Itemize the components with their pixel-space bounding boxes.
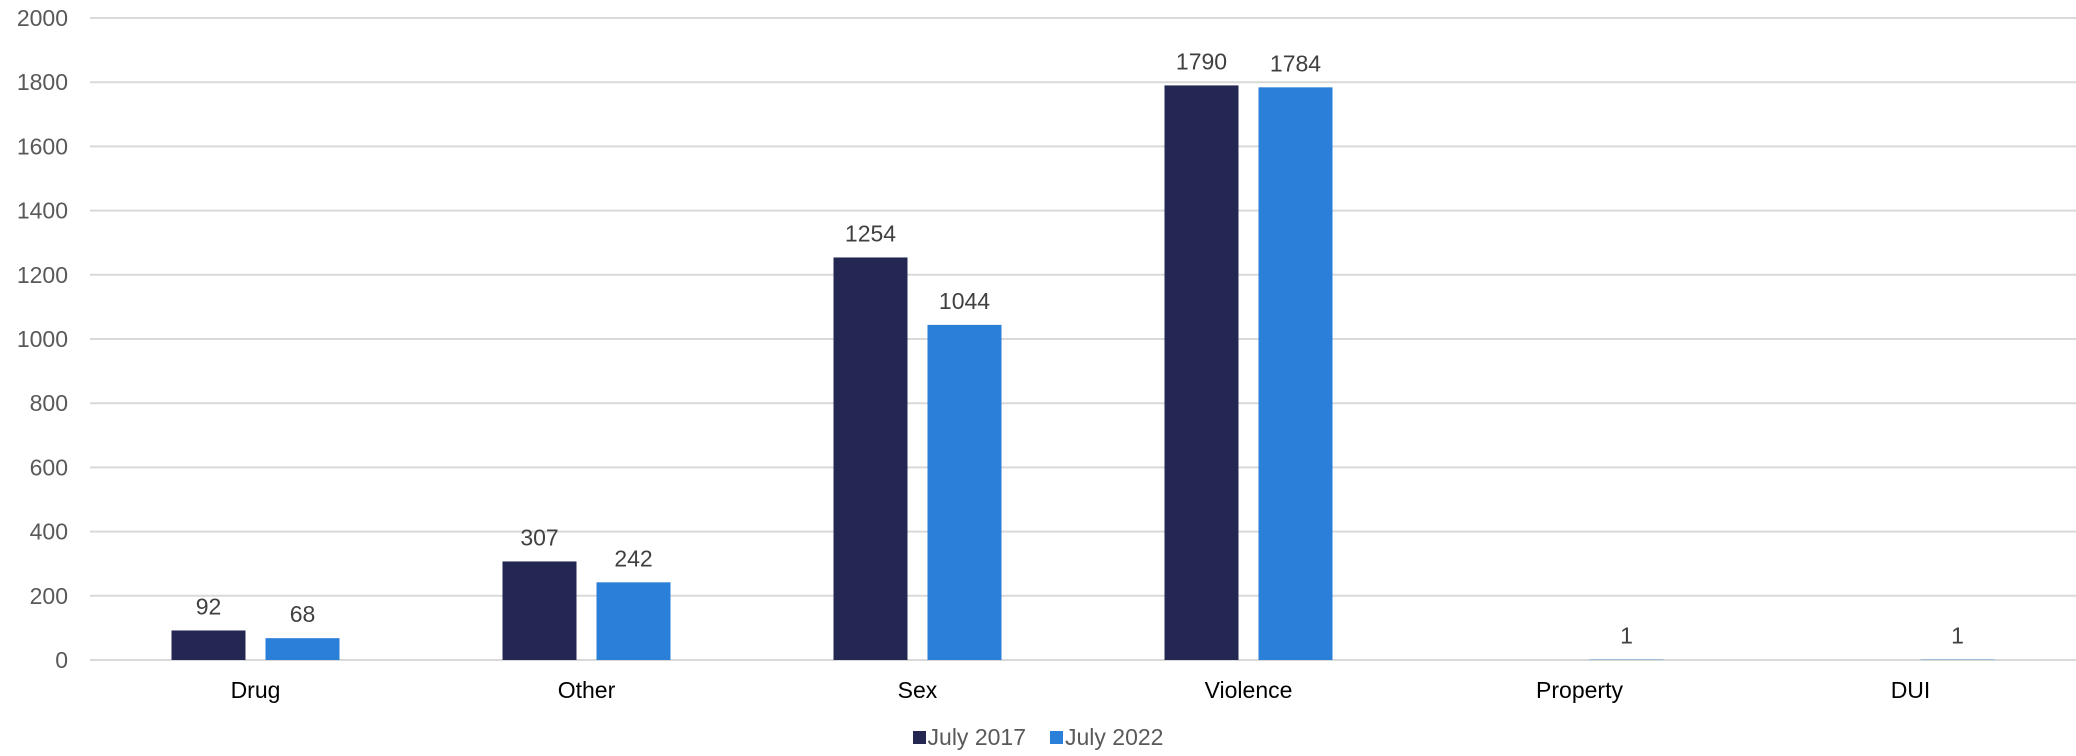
y-tick-label: 1800 (17, 69, 68, 95)
x-tick-label: DUI (1891, 677, 1931, 703)
data-label: 68 (290, 601, 316, 627)
gridlines (90, 17, 2076, 661)
legend-item-series-2: July 2022 (1050, 724, 1163, 751)
legend-swatch-series-2 (1050, 731, 1063, 744)
data-label: 1 (1951, 623, 1964, 649)
data-label: 1044 (939, 288, 990, 314)
data-label: 1790 (1176, 48, 1227, 74)
y-tick-label: 1200 (17, 262, 68, 288)
y-tick-label: 0 (55, 647, 68, 673)
legend-swatch-series-1 (912, 731, 926, 744)
data-label: 1254 (845, 220, 896, 246)
data-label: 242 (614, 545, 652, 571)
bar-chart: 0 200 400 600 800 1000 1200 1400 1600 1800 2000 92… (17, 5, 2076, 703)
legend: July 2017 July 2022 (0, 724, 2076, 751)
x-tick-label: Other (558, 677, 616, 703)
legend-label-series-2: July 2022 (1065, 724, 1164, 750)
bar-drug-series-1 (171, 630, 246, 660)
x-tick-label: Sex (898, 677, 938, 703)
x-tick-label: Drug (231, 677, 281, 703)
legend-item-series-1: July 2017 (912, 724, 1026, 751)
bars (171, 85, 1995, 660)
y-tick-label: 600 (30, 454, 68, 480)
y-tick-label: 800 (30, 390, 68, 416)
data-label: 1 (1620, 623, 1633, 649)
data-labels: 92 68 307 242 1254 1044 1790 1784 1 1 (196, 48, 1964, 648)
y-tick-label: 1400 (17, 198, 68, 224)
bar-sex-series-2 (927, 324, 1002, 660)
data-label: 92 (196, 593, 222, 619)
bar-other-series-2 (596, 582, 671, 660)
y-axis-ticks: 0 200 400 600 800 1000 1200 1400 1600 1800 2000 (17, 5, 68, 673)
data-label: 307 (520, 524, 558, 550)
y-tick-label: 400 (30, 519, 68, 545)
bar-violence-series-1 (1164, 85, 1239, 660)
x-tick-label: Property (1536, 677, 1623, 703)
y-tick-label: 2000 (17, 5, 68, 31)
y-tick-label: 200 (30, 583, 68, 609)
bar-other-series-1 (502, 561, 577, 660)
x-tick-label: Violence (1205, 677, 1293, 703)
bar-sex-series-1 (833, 257, 908, 660)
bar-violence-series-2 (1258, 87, 1333, 660)
y-tick-label: 1000 (17, 326, 68, 352)
bar-drug-series-2 (265, 638, 340, 660)
x-axis-ticks: Drug Other Sex Violence Property DUI (231, 677, 1931, 703)
data-label: 1784 (1270, 50, 1321, 76)
y-tick-label: 1600 (17, 133, 68, 159)
legend-label-series-1: July 2017 (927, 724, 1026, 750)
